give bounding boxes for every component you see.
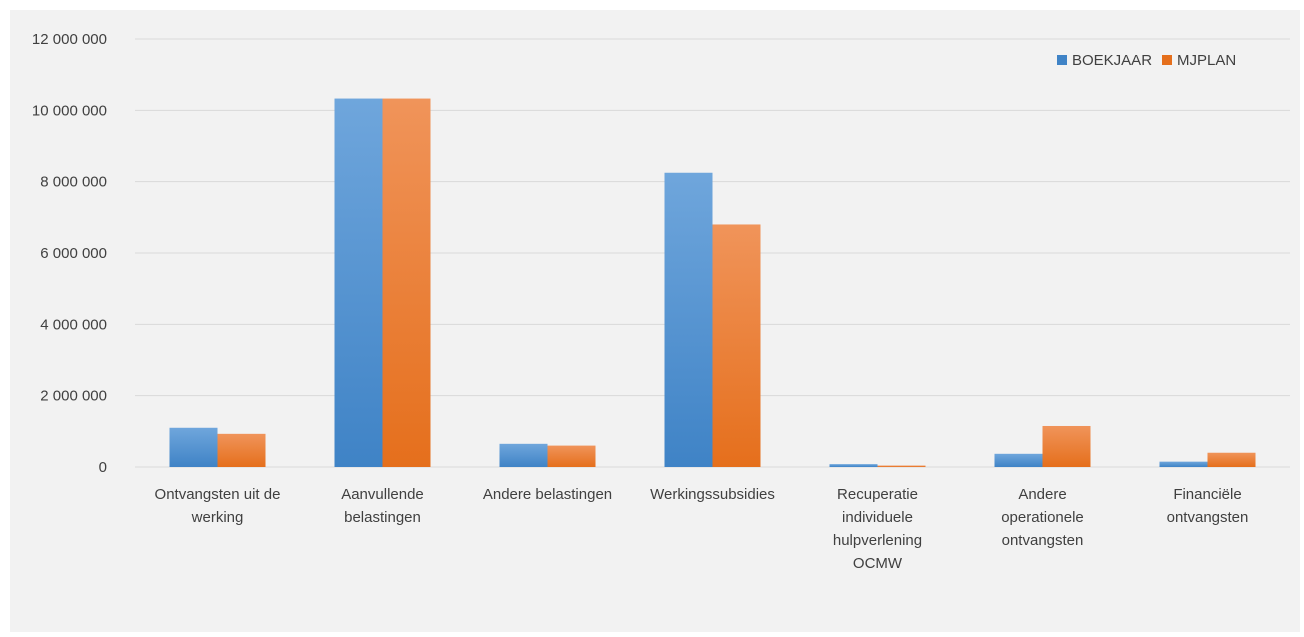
x-tick-label: Andere belastingen	[483, 486, 612, 503]
bar-boekjaar-1	[334, 98, 383, 468]
bar-chart: 0 2 000 000 4 000 000 6 000 000 8 000 000 10 …	[32, 31, 1290, 572]
y-tick-label: 8 000 000	[40, 174, 107, 191]
bar-boekjaar-5	[994, 453, 1043, 467]
bar-mjplan-0	[217, 433, 266, 467]
y-tick-label: 6 000 000	[40, 245, 107, 262]
bar-boekjaar-6	[1159, 461, 1208, 467]
bar-boekjaar-4	[829, 464, 878, 467]
y-tick-label: 0	[99, 459, 107, 476]
bar-mjplan-6	[1207, 452, 1256, 467]
x-tick-label: Financiële ontvangsten	[1167, 486, 1249, 526]
legend-label-boekjaar: BOEKJAAR	[1072, 52, 1152, 69]
y-tick-label: 4 000 000	[40, 316, 107, 333]
legend-label-mjplan: MJPLAN	[1177, 52, 1236, 69]
bar-mjplan-5	[1042, 425, 1091, 467]
x-tick-label: Werkingssubsidies	[650, 486, 775, 503]
chart-area: 0 2 000 000 4 000 000 6 000 000 8 000 000 10 …	[10, 10, 1300, 632]
x-tick-label: Aanvullende belastingen	[341, 486, 424, 526]
bar-mjplan-4	[877, 465, 926, 467]
legend-swatch-boekjaar	[1057, 55, 1067, 65]
y-tick-label: 2 000 000	[40, 388, 107, 405]
x-tick-label: Recuperatie individuele hulpverlening OCMW	[833, 486, 922, 572]
bar-boekjaar-0	[169, 427, 218, 467]
y-tick-label: 12 000 000	[32, 31, 107, 48]
bar-mjplan-2	[547, 445, 596, 467]
bar-boekjaar-3	[664, 172, 713, 467]
bar-mjplan-3	[712, 224, 761, 467]
y-tick-label: 10 000 000	[32, 102, 107, 119]
x-tick-label: Andere operationele ontvangsten	[1001, 486, 1084, 549]
x-tick-label: Ontvangsten uit de werking	[155, 486, 281, 526]
legend-swatch-mjplan	[1162, 55, 1172, 65]
bar-boekjaar-2	[499, 443, 548, 467]
bar-mjplan-1	[382, 98, 431, 468]
